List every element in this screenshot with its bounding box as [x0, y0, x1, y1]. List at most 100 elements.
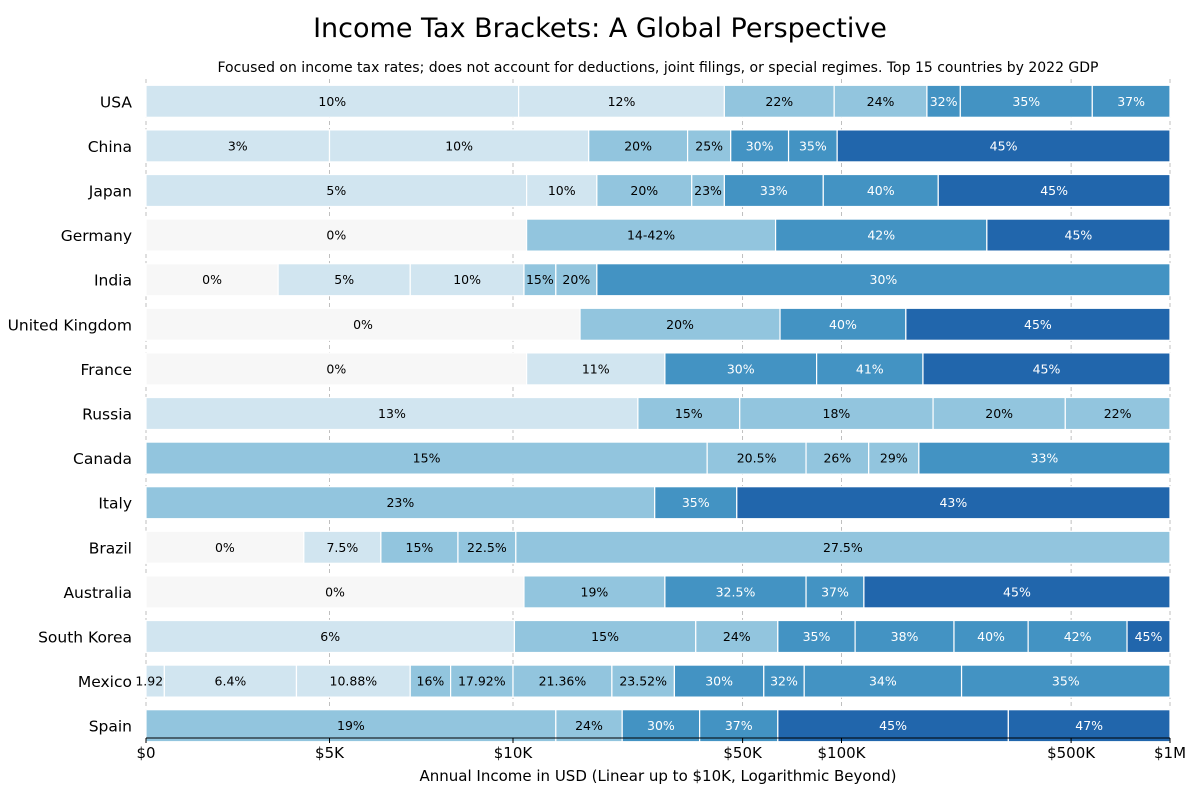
bracket-bar: [145, 218, 528, 252]
x-tick-label: $50K: [723, 744, 763, 762]
bracket-bar: [380, 530, 459, 564]
country-row-mexico: 1.92% 6.4% 10.88% 16% 17.92% 21.36% 23.52% 30% 3…: [135, 664, 1171, 698]
bracket-label: 43%: [939, 495, 967, 510]
bracket-bar: [611, 664, 676, 698]
bracket-bar: [145, 129, 331, 163]
bracket-label: 23%: [386, 495, 414, 510]
bracket-label: 20%: [630, 183, 658, 198]
bracket-label: 35%: [1012, 94, 1040, 109]
bracket-label: 20%: [624, 138, 652, 153]
bracket-label: 15%: [675, 406, 703, 421]
bracket-bar: [699, 709, 779, 743]
bracket-label: 3%: [228, 138, 248, 153]
bracket-label: 17.92%: [458, 674, 506, 689]
bracket-bar: [525, 173, 598, 208]
country-row-india: 0% 5% 10% 15% 20% 30%: [145, 263, 1171, 297]
country-row-germany: 0% 14-42% 42% 45%: [145, 218, 1171, 252]
country-label: India: [94, 272, 132, 290]
bracket-bar: [686, 129, 732, 163]
bracket-bar: [833, 84, 928, 118]
bracket-label: 10%: [548, 183, 576, 198]
bracket-bar: [706, 441, 807, 475]
bracket-label: 35%: [799, 138, 827, 153]
bracket-bar: [730, 129, 790, 163]
bracket-label: 13%: [378, 406, 406, 421]
bracket-bar: [1064, 396, 1171, 431]
bracket-label: 30%: [647, 718, 675, 733]
bracket-label: 21.36%: [539, 674, 587, 689]
chart-title: Income Tax Brackets: A Global Perspectiv…: [313, 13, 887, 44]
bracket-label: 45%: [1040, 183, 1068, 198]
bracket-label: 40%: [829, 317, 857, 332]
bracket-bar: [937, 173, 1171, 208]
country-row-italy: 23% 35% 43%: [145, 486, 1171, 520]
bracket-bar: [905, 307, 1171, 341]
country-row-japan: 5% 10% 20% 23% 33% 40% 45%: [145, 173, 1171, 208]
x-tick-label: $0: [136, 744, 155, 762]
country-labels: USA China Japan Germany India United Kingdom F…: [8, 93, 133, 735]
bracket-bar: [145, 441, 708, 475]
country-label: Spain: [89, 718, 132, 736]
bracket-bar: [959, 84, 1093, 118]
bracket-label: 29%: [880, 451, 908, 466]
bracket-bar: [145, 575, 525, 609]
bracket-label: 10%: [453, 272, 481, 287]
bracket-label: 15%: [526, 272, 554, 287]
bracket-label: 6%: [320, 629, 340, 644]
bracket-label: 10%: [445, 138, 473, 153]
bracket-bar: [805, 441, 870, 475]
bracket-label: 23%: [694, 183, 722, 198]
bracket-bar: [822, 173, 939, 208]
bracket-label: 24%: [867, 94, 895, 109]
country-row-australia: 0% 19% 32.5% 37% 45%: [145, 575, 1171, 609]
bracket-label: 5%: [334, 272, 354, 287]
x-tick-label: $1M: [1154, 744, 1186, 762]
bracket-label: 35%: [682, 495, 710, 510]
bracket-bar: [145, 709, 557, 743]
bracket-label: 22%: [765, 94, 793, 109]
bracket-bar: [1027, 619, 1128, 654]
bracket-label: 37%: [725, 718, 753, 733]
country-row-usa: 10% 12% 22% 24% 32% 35% 37%: [145, 84, 1171, 118]
country-row-south-korea: 6% 15% 24% 35% 38% 40% 42% 45%: [145, 619, 1171, 654]
bracket-bar: [774, 218, 988, 252]
bracket-label: 33%: [760, 183, 788, 198]
x-tick-label: $100K: [817, 744, 866, 762]
bracket-bar: [328, 129, 590, 163]
bracket-label: 42%: [867, 228, 895, 243]
bracket-label: 10.88%: [330, 674, 378, 689]
country-row-china: 3% 10% 20% 25% 30% 35% 45%: [145, 129, 1171, 163]
bracket-label: 38%: [891, 629, 919, 644]
country-label: Russia: [82, 406, 132, 424]
bracket-bar: [953, 619, 1029, 654]
bracket-label: 22%: [1104, 406, 1132, 421]
bracket-bar: [145, 396, 639, 431]
bracket-bar: [1007, 709, 1171, 743]
bracket-bar: [654, 486, 738, 520]
bracket-bar: [512, 664, 613, 698]
bracket-label: 15%: [413, 451, 441, 466]
bracket-label: 45%: [1135, 629, 1163, 644]
bracket-label: 0%: [353, 317, 373, 332]
bracket-bar: [673, 664, 765, 698]
bracket-bar: [664, 575, 807, 609]
country-label: China: [88, 138, 132, 156]
bracket-bar: [295, 664, 411, 698]
bracket-label: 26%: [823, 451, 851, 466]
bracket-label: 20%: [985, 406, 1013, 421]
bracket-label: 0%: [326, 228, 346, 243]
bracket-label: 32%: [930, 94, 958, 109]
bracket-bar: [779, 307, 907, 341]
bracket-bar: [854, 619, 955, 654]
country-label: United Kingdom: [8, 316, 132, 334]
bracket-label: 20%: [666, 317, 694, 332]
x-tick-label: $10K: [494, 744, 534, 762]
bracket-label: 45%: [1003, 584, 1031, 599]
bracket-bar: [145, 619, 516, 654]
bracket-bar: [525, 352, 666, 386]
bracket-label: 30%: [870, 272, 898, 287]
bracket-label: 14-42%: [627, 228, 675, 243]
bracket-label: 0%: [202, 272, 222, 287]
country-row-canada: 15% 20.5% 26% 29% 33%: [145, 441, 1171, 475]
